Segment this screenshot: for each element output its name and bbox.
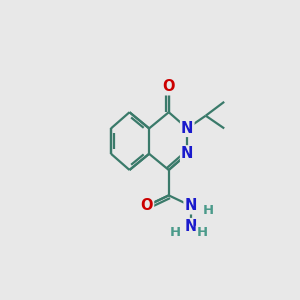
Text: N: N	[184, 198, 197, 213]
Text: H: H	[170, 226, 181, 239]
Text: N: N	[181, 146, 194, 161]
Text: O: O	[141, 198, 153, 213]
Text: O: O	[163, 79, 175, 94]
Text: N: N	[184, 219, 197, 234]
Text: H: H	[197, 226, 208, 239]
Text: N: N	[181, 121, 194, 136]
Text: H: H	[202, 204, 214, 217]
